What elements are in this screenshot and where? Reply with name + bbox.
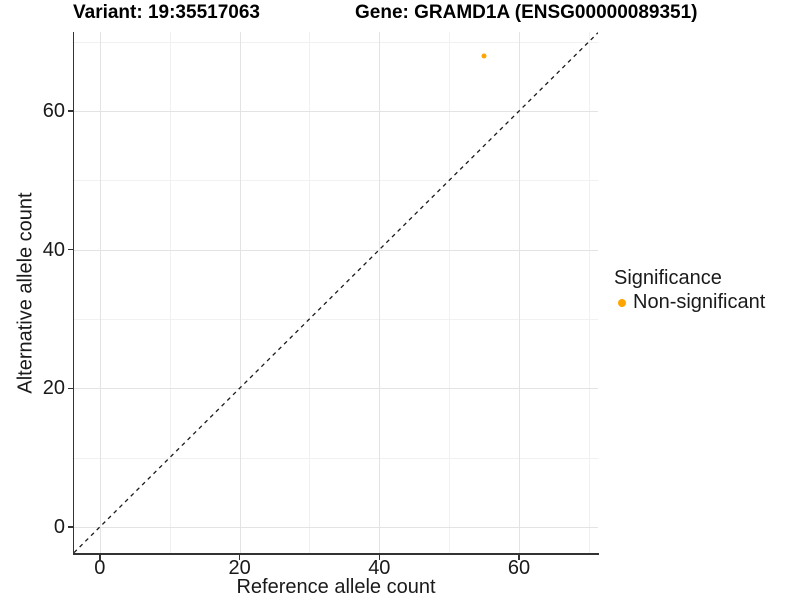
gridline-y-minor (74, 318, 598, 320)
legend-point-icon (618, 298, 626, 307)
gridline-x-minor (588, 32, 590, 554)
y-axis-label: Alternative allele count (14, 192, 37, 394)
x-tick-label: 40 (368, 557, 391, 579)
plot-panel (74, 32, 598, 554)
y-tick-mark (67, 248, 73, 251)
gridline-y-major (74, 111, 598, 113)
x-tick-label: 0 (94, 557, 106, 579)
legend-title: Significance (614, 267, 722, 289)
y-tick-label: 40 (42, 238, 65, 261)
gridline-x-minor (449, 32, 451, 554)
gridline-x-major (379, 32, 381, 554)
x-tick-label: 20 (228, 557, 251, 579)
x-axis-line (72, 553, 599, 555)
identity-dashed-line (74, 32, 598, 554)
legend: Significance Non-significant (612, 266, 765, 314)
gridline-x-major (239, 32, 241, 554)
gridline-y-major (74, 388, 598, 390)
gene-title: Gene: GRAMD1A (ENSG00000089351) (355, 2, 698, 23)
gridline-y-minor (74, 41, 598, 43)
gridline-x-minor (309, 32, 311, 554)
y-tick-label: 60 (42, 100, 65, 123)
identity-line-svg (74, 32, 598, 554)
y-tick-mark (67, 526, 73, 528)
gridline-x-major (99, 32, 101, 554)
x-tick-mark (99, 555, 101, 560)
scatter-point (481, 53, 487, 59)
gridline-y-major (74, 249, 598, 251)
gridline-y-minor (74, 457, 598, 459)
x-tick-mark (378, 555, 381, 560)
gridline-y-major (74, 526, 598, 528)
gridline-y-minor (74, 180, 598, 182)
legend-item: Non-significant (612, 291, 765, 314)
x-tick-mark (518, 555, 520, 560)
y-tick-label: 0 (53, 515, 65, 538)
x-tick-label: 60 (507, 557, 531, 579)
x-tick-mark (238, 555, 241, 560)
y-tick-mark (67, 387, 73, 390)
x-axis-label: Reference allele count (236, 576, 436, 598)
gridline-x-major (519, 32, 521, 554)
y-tick-label: 20 (42, 377, 65, 400)
variant-title: Variant: 19:35517063 (73, 2, 260, 23)
y-tick-mark (67, 110, 73, 112)
y-axis-line (72, 32, 75, 555)
gridline-x-minor (169, 32, 171, 554)
legend-item-label: Non-significant (633, 291, 766, 313)
